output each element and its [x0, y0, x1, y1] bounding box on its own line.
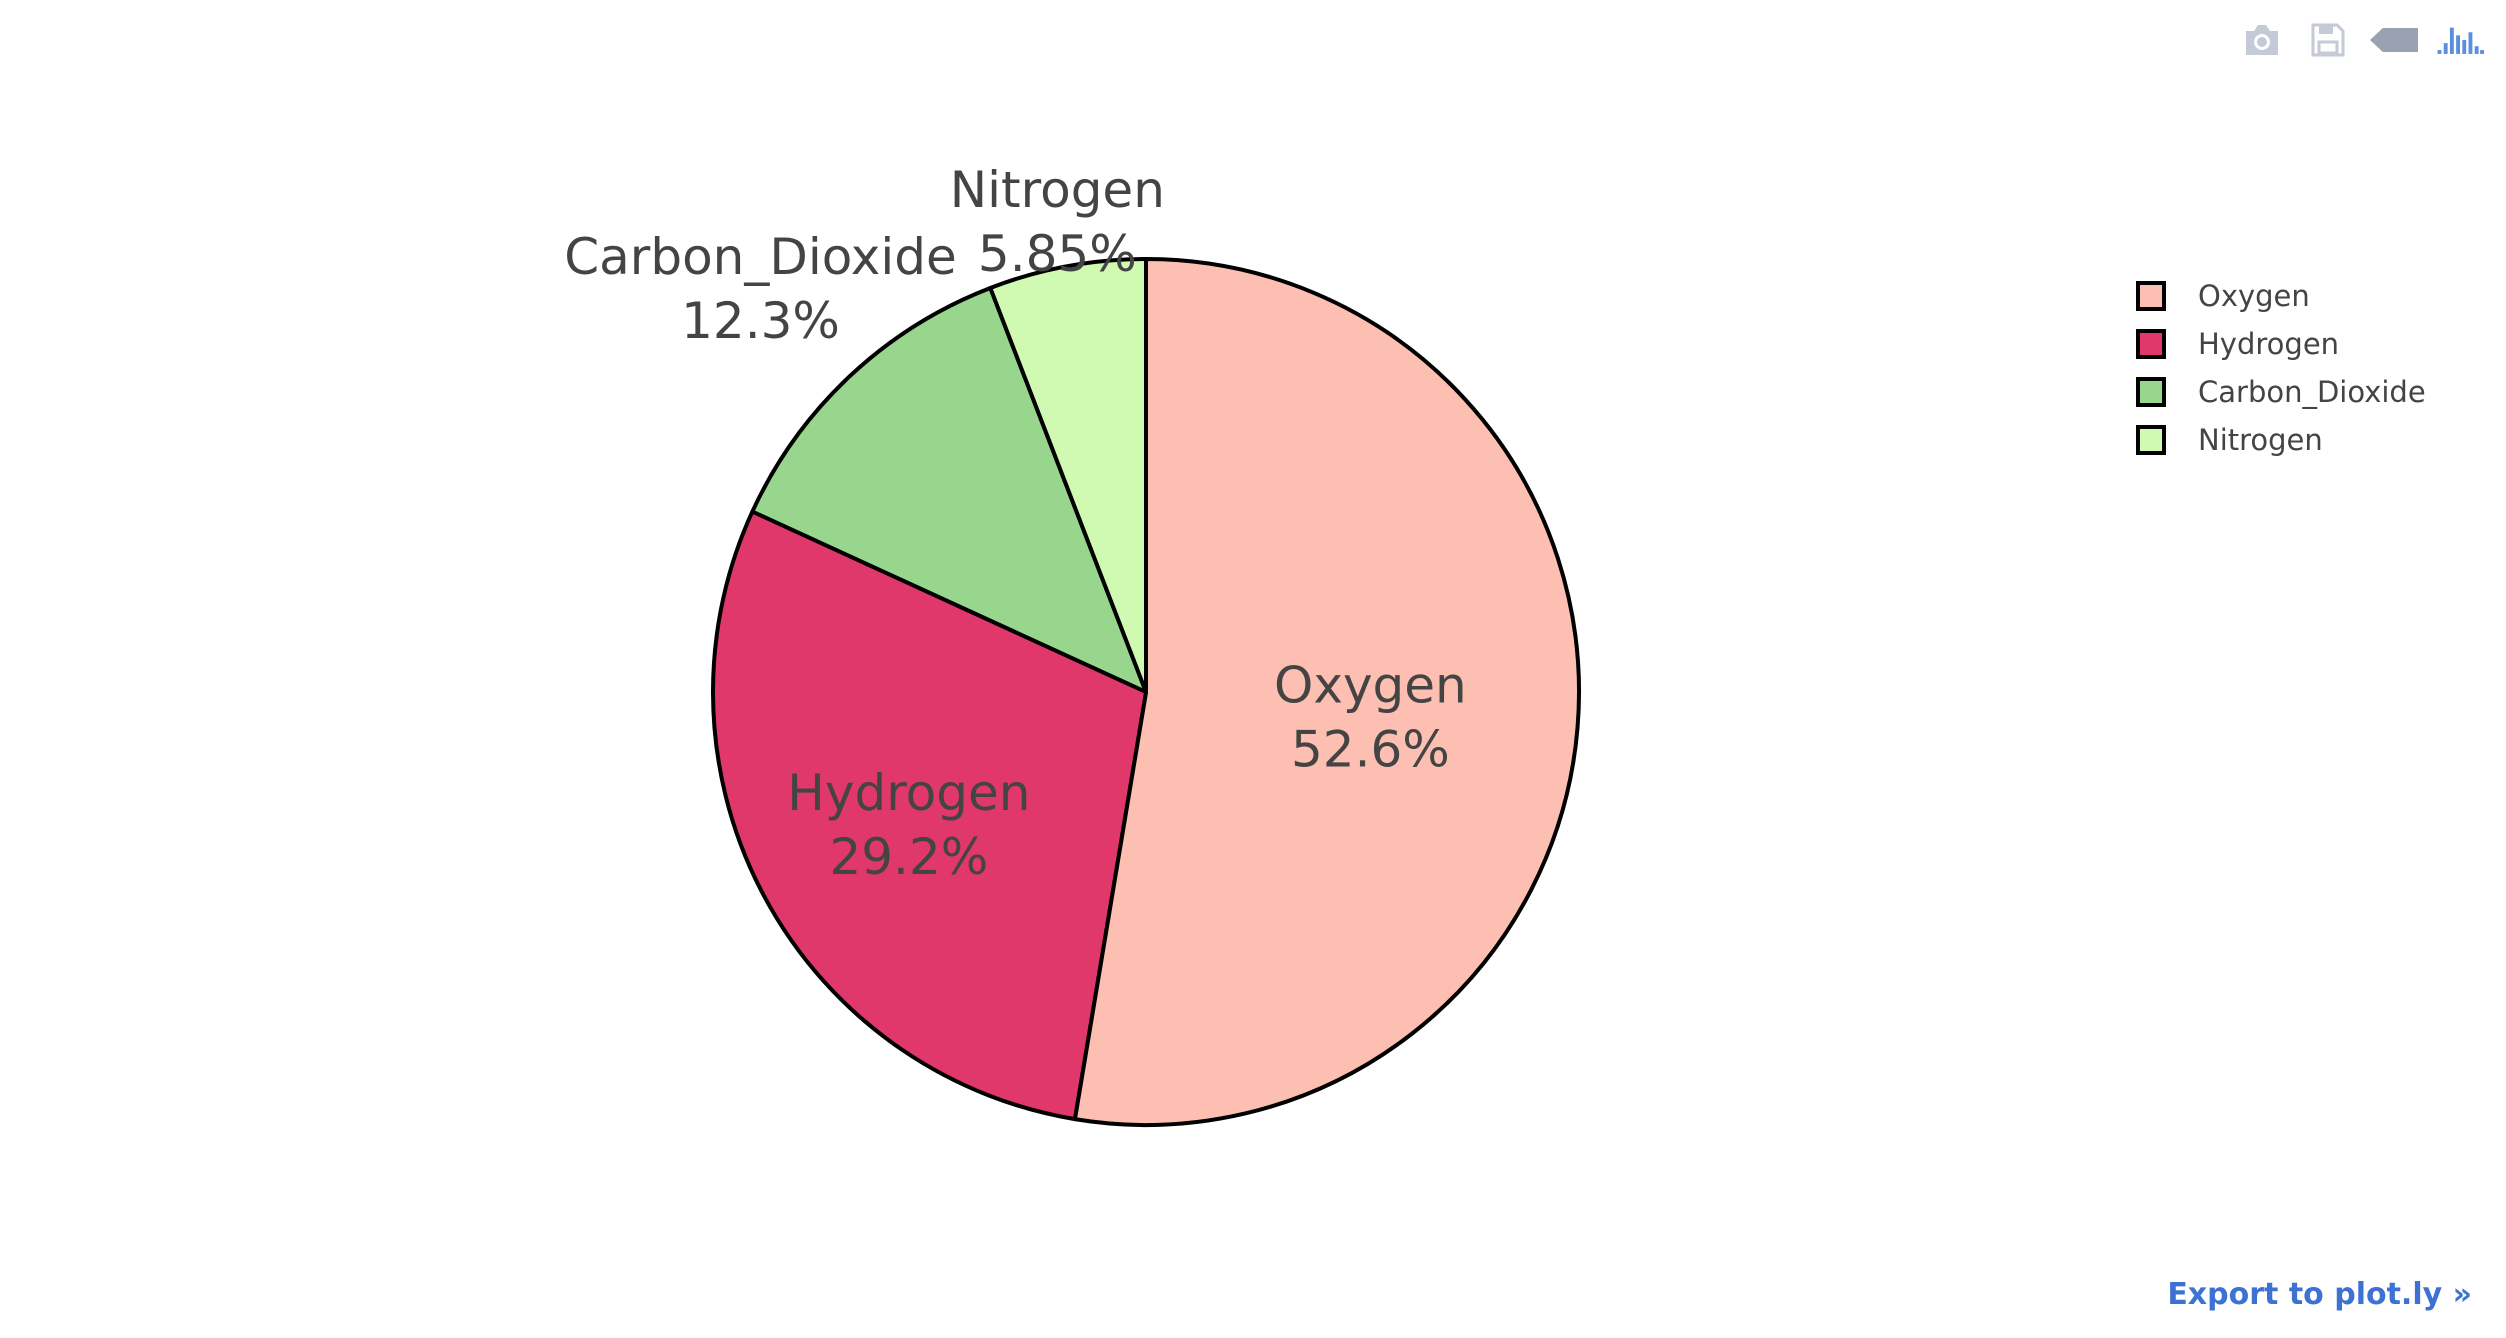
slice-label-name: Nitrogen: [950, 161, 1165, 219]
back-icon[interactable]: [2370, 16, 2418, 64]
pie-slices: [711, 257, 1581, 1127]
legend-item-oxygen[interactable]: Oxygen: [2136, 272, 2426, 320]
camera-icon[interactable]: [2238, 16, 2286, 64]
legend-label: Oxygen: [2198, 279, 2310, 313]
pie-slice-carbon-dioxide[interactable]: [750, 285, 1148, 694]
slice-label-percent: 29.2%: [829, 828, 988, 886]
modebar: [2238, 14, 2484, 66]
slice-labels: Oxygen 52.6% Hydrogen 29.2% Carbon_Dioxide 12…: [564, 161, 1467, 886]
save-icon[interactable]: [2304, 16, 2352, 64]
legend: Oxygen Hydrogen Carbon_Dioxide Nitrogen: [2136, 272, 2426, 464]
legend-swatch: [2136, 377, 2166, 407]
legend-item-nitrogen[interactable]: Nitrogen: [2136, 416, 2426, 464]
slice-label-name: Oxygen: [1274, 657, 1467, 715]
slice-label-percent: 12.3%: [681, 292, 840, 350]
slice-label-percent: 52.6%: [1291, 721, 1450, 779]
legend-label: Nitrogen: [2198, 423, 2323, 457]
legend-swatch: [2136, 281, 2166, 311]
legend-label: Carbon_Dioxide: [2198, 375, 2426, 409]
legend-swatch: [2136, 329, 2166, 359]
slice-label-name: Carbon_Dioxide: [564, 228, 957, 286]
legend-label: Hydrogen: [2198, 327, 2340, 361]
export-link[interactable]: Export to plot.ly »: [2167, 1277, 2472, 1312]
pie-slice-oxygen[interactable]: [1072, 257, 1581, 1127]
pie-slice-nitrogen[interactable]: [988, 257, 1148, 694]
legend-item-hydrogen[interactable]: Hydrogen: [2136, 320, 2426, 368]
legend-item-carbon-dioxide[interactable]: Carbon_Dioxide: [2136, 368, 2426, 416]
plotly-logo-icon[interactable]: [2436, 16, 2484, 64]
slice-label-name: Hydrogen: [787, 764, 1030, 822]
pie-slice-hydrogen[interactable]: [711, 509, 1148, 1122]
legend-swatch: [2136, 425, 2166, 455]
slice-label-percent: 5.85%: [978, 225, 1137, 283]
